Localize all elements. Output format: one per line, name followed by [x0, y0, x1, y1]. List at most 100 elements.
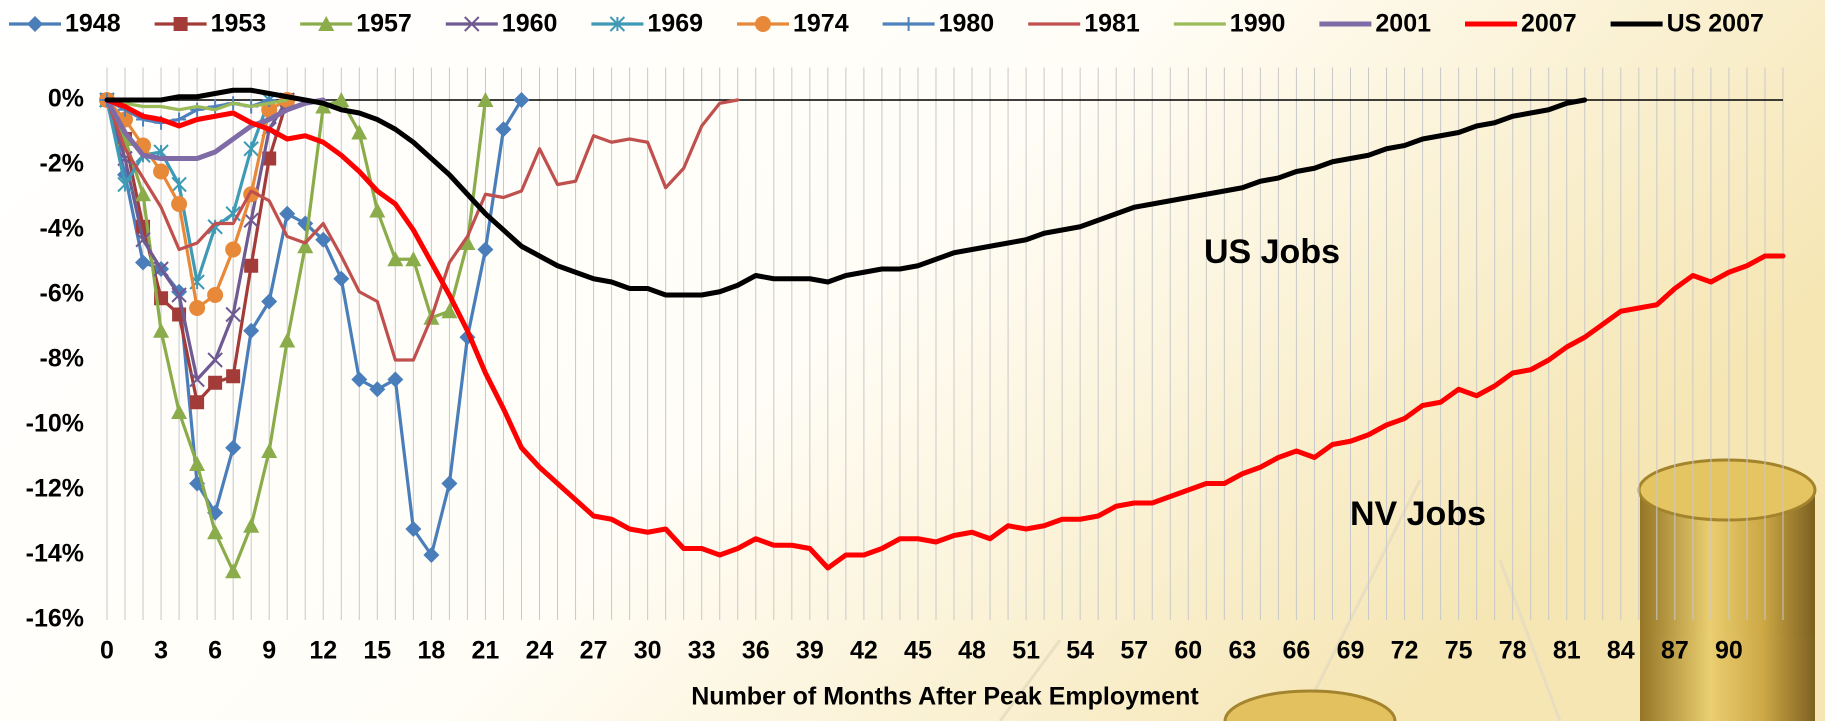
- marker: [441, 475, 458, 492]
- marker: [387, 371, 404, 388]
- x-tick-label: 24: [526, 637, 554, 665]
- marker: [225, 439, 242, 456]
- marker: [243, 517, 260, 533]
- x-tick-label: 3: [154, 637, 168, 665]
- x-tick-label: 90: [1715, 637, 1743, 665]
- annotation: US Jobs: [1204, 233, 1340, 271]
- x-tick-label: 51: [1012, 637, 1040, 665]
- x-tick-label: 81: [1553, 637, 1581, 665]
- marker: [135, 254, 152, 271]
- legend-label: 2001: [1375, 10, 1431, 38]
- marker: [369, 202, 386, 218]
- y-tick-label: 0%: [48, 85, 84, 113]
- marker: [243, 322, 260, 339]
- marker: [189, 456, 206, 471]
- marker: [173, 17, 188, 31]
- legend-label: 1948: [65, 10, 121, 38]
- x-tick-label: 18: [417, 637, 445, 665]
- series-line: [104, 87, 1588, 298]
- marker: [901, 17, 916, 31]
- x-tick-label: 78: [1499, 637, 1527, 665]
- marker: [153, 322, 170, 338]
- y-tick-label: -10%: [26, 410, 84, 438]
- marker: [171, 176, 187, 193]
- x-tick-label: 36: [742, 637, 770, 665]
- legend-label: 1953: [211, 10, 267, 38]
- legend-label: 2007: [1521, 10, 1577, 38]
- x-tick-label: 0: [100, 637, 114, 665]
- marker: [207, 352, 223, 368]
- annotation: NV Jobs: [1350, 495, 1486, 533]
- y-tick-label: -12%: [26, 475, 84, 503]
- legend-label: 1960: [502, 10, 558, 38]
- legend-label: 1980: [939, 10, 995, 38]
- marker: [318, 16, 335, 31]
- marker: [351, 371, 368, 388]
- marker: [315, 98, 332, 114]
- marker: [333, 92, 350, 107]
- x-tick-label: 27: [580, 637, 608, 665]
- marker: [351, 124, 368, 140]
- marker: [261, 293, 278, 310]
- series-line: [105, 98, 289, 112]
- marker: [405, 521, 422, 537]
- marker: [153, 261, 169, 277]
- x-tick-label: 15: [363, 637, 391, 665]
- marker: [207, 287, 224, 303]
- x-tick-label: 6: [208, 637, 222, 665]
- x-tick-label: 33: [688, 637, 716, 665]
- x-tick-label: 72: [1391, 637, 1419, 665]
- x-tick-label: 48: [958, 637, 986, 665]
- series-line: [105, 98, 488, 573]
- marker: [387, 251, 404, 267]
- x-tick-label: 45: [904, 637, 932, 665]
- marker: [495, 121, 512, 138]
- marker: [513, 92, 530, 108]
- x-tick-label: 66: [1283, 637, 1311, 665]
- legend-label: US 2007: [1667, 10, 1764, 38]
- marker: [226, 369, 241, 384]
- marker: [477, 241, 494, 258]
- x-tick-label: 75: [1445, 637, 1473, 665]
- marker: [297, 238, 314, 254]
- y-tick-label: -16%: [26, 605, 84, 633]
- x-tick-label: 63: [1228, 637, 1256, 665]
- marker: [190, 395, 205, 410]
- legend-label: 1981: [1084, 10, 1140, 38]
- coin: [1223, 689, 1397, 721]
- marker: [153, 163, 170, 180]
- y-tick-label: -8%: [40, 345, 84, 373]
- marker: [171, 404, 188, 419]
- decoration: [998, 458, 1817, 721]
- legend-label: 1974: [793, 10, 849, 38]
- marker: [225, 306, 241, 323]
- marker: [333, 270, 350, 287]
- coin-stack: [1640, 490, 1815, 721]
- y-tick-label: -4%: [40, 215, 84, 243]
- x-tick-label: 69: [1337, 637, 1365, 665]
- marker: [225, 563, 242, 579]
- series-line: [105, 98, 271, 284]
- marker: [459, 235, 476, 250]
- legend-label: 1969: [647, 10, 703, 38]
- x-tick-label: 60: [1174, 637, 1202, 665]
- legend: 1948 1953 1957 1960 1969 1974 1980 1981 1990 2001…: [9, 10, 1764, 38]
- marker: [243, 141, 259, 157]
- y-tick-label: -2%: [40, 150, 84, 178]
- x-axis-title: Number of Months After Peak Employment: [691, 683, 1199, 711]
- marker: [315, 231, 332, 248]
- marker: [189, 371, 205, 388]
- marker: [135, 232, 151, 248]
- legend-label: 1990: [1230, 10, 1286, 38]
- x-tick-label: 54: [1066, 637, 1094, 665]
- x-tick-label: 39: [796, 637, 824, 665]
- marker: [755, 16, 771, 32]
- series-layer: [99, 87, 1786, 579]
- marker: [171, 287, 187, 303]
- legend-label: 1957: [356, 10, 412, 38]
- marker: [369, 381, 386, 398]
- y-tick-label: -14%: [26, 540, 84, 568]
- x-tick-label: 12: [309, 637, 337, 665]
